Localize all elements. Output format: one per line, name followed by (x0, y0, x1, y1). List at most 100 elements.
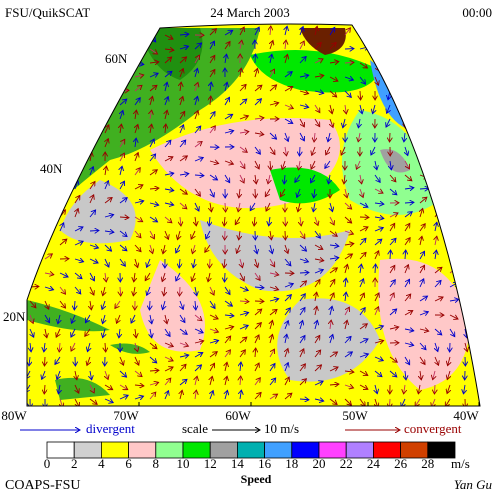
wind-arrow (254, 287, 264, 288)
wind-arrow (119, 76, 129, 77)
wind-arrow (299, 56, 306, 64)
wind-arrow (45, 90, 46, 100)
wind-arrow (329, 258, 339, 259)
wind-arrow (404, 343, 414, 345)
wind-arrow (254, 272, 260, 280)
wind-arrow (359, 354, 368, 357)
wind-arrow (71, 328, 76, 337)
wind-arrow (225, 82, 227, 92)
wind-arrow (131, 314, 135, 323)
wind-arrow (312, 146, 315, 155)
wind-arrow (314, 244, 323, 249)
wind-arrow (330, 306, 332, 316)
wind-arrow (105, 34, 106, 44)
wind-arrow (269, 287, 279, 290)
wind-arrow (449, 170, 457, 176)
wind-arrow (404, 132, 405, 142)
wind-arrow (195, 376, 197, 386)
wind-arrow (375, 307, 379, 316)
wind-arrow (374, 239, 382, 246)
wind-arrow (195, 216, 196, 226)
wind-arrow (329, 367, 338, 371)
wind-arrow (105, 370, 108, 379)
wind-arrow (374, 174, 380, 182)
wind-arrow (165, 314, 167, 324)
wind-arrow (165, 110, 167, 120)
speed-region (277, 298, 380, 382)
wind-arrow (255, 258, 258, 268)
wind-arrow (389, 265, 395, 274)
wind-arrow (254, 133, 264, 135)
wind-arrow (105, 181, 108, 190)
wind-arrow (89, 245, 98, 248)
wind-arrow (209, 112, 215, 120)
wind-arrow (115, 300, 121, 308)
wind-arrow (164, 49, 174, 50)
wind-arrow (164, 71, 172, 78)
wind-arrow (75, 139, 79, 148)
wind-arrow (74, 300, 75, 310)
wind-arrow (75, 62, 77, 72)
wind-arrow (30, 314, 33, 323)
wind-arrow (224, 97, 230, 106)
wind-arrow (44, 356, 45, 366)
wind-arrow (45, 180, 46, 190)
wind-arrow (194, 329, 203, 333)
wind-arrow (119, 258, 125, 266)
wind-arrow (360, 264, 361, 274)
wind-arrow (164, 203, 174, 205)
wind-arrow (209, 161, 219, 163)
wind-arrow (149, 342, 157, 349)
wind-arrow (329, 384, 339, 385)
wind-arrow (239, 350, 245, 358)
header-left: FSU/QuikSCAT (5, 5, 90, 20)
wind-arrow (465, 180, 468, 190)
wind-arrow (299, 118, 304, 127)
wind-arrow (418, 76, 420, 86)
wind-arrow (164, 286, 165, 296)
wind-arrow (285, 40, 286, 50)
wind-arrow (419, 329, 429, 331)
wind-arrow (404, 202, 414, 203)
wind-arrow (464, 253, 471, 260)
wind-arrow (419, 34, 427, 41)
wind-arrow (404, 311, 413, 316)
wind-arrow (209, 216, 210, 226)
wind-arrow (179, 328, 187, 334)
wind-arrow (179, 34, 189, 35)
wind-arrow (434, 160, 443, 165)
wind-arrow (194, 341, 204, 343)
wind-arrow (120, 286, 121, 296)
wind-arrow (224, 30, 233, 36)
wind-arrow (375, 251, 379, 260)
wind-arrow (419, 224, 425, 232)
colorbar-label: 16 (258, 456, 272, 471)
colorbar-label: 8 (153, 456, 160, 471)
wind-arrow (224, 315, 234, 316)
wind-arrow (74, 259, 84, 262)
wind-arrow (150, 314, 152, 324)
wind-arrow (299, 146, 300, 156)
wind-arrow (135, 124, 138, 134)
wind-arrow (345, 292, 346, 302)
wind-arrow (404, 48, 411, 56)
wind-arrow (59, 142, 68, 148)
wind-arrow (30, 209, 33, 218)
wind-arrow (371, 146, 376, 155)
wind-arrow (314, 365, 322, 372)
wind-arrow (120, 110, 123, 120)
wind-arrow (389, 280, 395, 288)
wind-arrow (314, 43, 321, 50)
wind-arrow (299, 105, 309, 107)
wind-arrow (42, 76, 45, 86)
wind-arrow (134, 385, 144, 386)
wind-arrow (250, 202, 256, 211)
wind-arrow (209, 352, 217, 358)
wind-arrow (450, 195, 454, 204)
wind-arrow (270, 230, 272, 240)
wind-arrow (359, 339, 368, 344)
colorbar-label: 20 (313, 456, 326, 471)
wind-arrow (194, 188, 200, 196)
colorbar-label: 10 (177, 456, 190, 471)
wind-arrow (104, 231, 114, 232)
